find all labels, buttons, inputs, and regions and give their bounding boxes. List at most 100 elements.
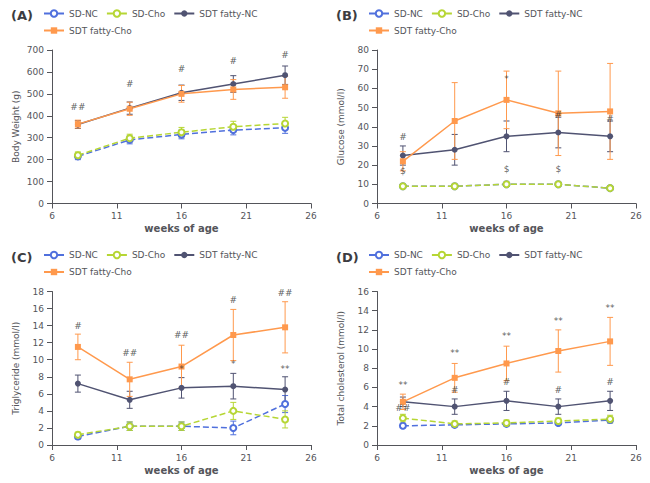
svg-text:60: 60 [358, 83, 370, 93]
svg-text:20: 20 [358, 160, 370, 170]
svg-text:SD-Cho: SD-Cho [457, 250, 491, 260]
svg-text:18: 18 [33, 287, 45, 297]
svg-text:##: ## [395, 403, 410, 413]
svg-text:14: 14 [33, 321, 45, 331]
svg-text:(D): (D) [336, 250, 359, 265]
svg-text:10: 10 [33, 355, 45, 365]
svg-text:0: 0 [363, 440, 369, 450]
svg-text:50: 50 [358, 103, 370, 113]
svg-text:##: ## [278, 288, 293, 298]
svg-text:#: # [555, 385, 563, 395]
svg-text:weeks of age: weeks of age [469, 465, 543, 476]
svg-text:21: 21 [566, 211, 577, 221]
svg-text:SD-NC: SD-NC [394, 250, 423, 260]
svg-text:*: * [231, 359, 236, 369]
svg-text:weeks of age: weeks of age [144, 223, 218, 234]
svg-text:Triglyceride (mmol/l): Triglyceride (mmol/l) [11, 322, 21, 416]
svg-text:12: 12 [33, 338, 44, 348]
svg-text:**: ** [606, 303, 616, 313]
svg-text:#: # [178, 64, 186, 74]
svg-text:**: ** [450, 348, 460, 358]
svg-text:16: 16 [358, 287, 370, 297]
svg-text:700: 700 [27, 45, 44, 55]
svg-text:Glucose (mmol/l): Glucose (mmol/l) [336, 88, 346, 165]
svg-text:*: * [179, 364, 184, 374]
svg-text:Total cholesterol (mmol/l): Total cholesterol (mmol/l) [336, 311, 346, 426]
svg-text:$: $ [555, 164, 561, 174]
svg-text:#: # [503, 377, 511, 387]
svg-text:**: ** [554, 316, 564, 326]
svg-text:SD-Cho: SD-Cho [132, 9, 166, 19]
svg-text:21: 21 [566, 453, 577, 463]
svg-text:10: 10 [358, 179, 370, 189]
svg-text:6: 6 [374, 453, 380, 463]
svg-text:16: 16 [33, 304, 45, 314]
svg-text:#: # [230, 295, 238, 305]
svg-text:8: 8 [38, 372, 44, 382]
svg-text:**: ** [398, 380, 408, 390]
svg-text:SDT fatty-Cho: SDT fatty-Cho [394, 267, 457, 277]
svg-text:100: 100 [27, 177, 44, 187]
svg-text:##: ## [122, 348, 137, 358]
svg-text:SD-Cho: SD-Cho [132, 250, 166, 260]
svg-text:16: 16 [501, 453, 513, 463]
svg-text:6: 6 [374, 211, 380, 221]
svg-text:2: 2 [363, 421, 369, 431]
svg-text:#: # [281, 50, 289, 60]
svg-text:30: 30 [358, 141, 370, 151]
svg-text:$: $ [504, 164, 510, 174]
svg-text:10: 10 [358, 344, 370, 354]
svg-text:#: # [555, 110, 563, 120]
svg-text:600: 600 [27, 67, 44, 77]
svg-text:21: 21 [241, 453, 252, 463]
svg-text:SD-Cho: SD-Cho [457, 9, 491, 19]
svg-text:16: 16 [176, 453, 188, 463]
svg-text:26: 26 [630, 453, 642, 463]
svg-text:SDT fatty-Cho: SDT fatty-Cho [69, 267, 132, 277]
svg-text:SDT fatty-NC: SDT fatty-NC [524, 250, 582, 260]
svg-text:16: 16 [501, 211, 513, 221]
svg-text:SD-NC: SD-NC [69, 9, 98, 19]
svg-text:26: 26 [305, 453, 317, 463]
svg-text:4: 4 [363, 402, 369, 412]
svg-text:#: # [451, 385, 459, 395]
svg-text:500: 500 [27, 89, 44, 99]
svg-text:11: 11 [111, 211, 122, 221]
svg-text:200: 200 [27, 155, 44, 165]
svg-text:SDT fatty-Cho: SDT fatty-Cho [394, 26, 457, 36]
svg-text:14: 14 [358, 306, 370, 316]
svg-text:(B): (B) [336, 8, 358, 23]
svg-text:0: 0 [38, 440, 44, 450]
svg-text:0: 0 [363, 199, 369, 209]
svg-text:0: 0 [38, 199, 44, 209]
svg-text:400: 400 [27, 111, 44, 121]
svg-text:70: 70 [358, 64, 370, 74]
svg-text:80: 80 [358, 45, 370, 55]
svg-text:16: 16 [176, 211, 188, 221]
svg-text:6: 6 [38, 389, 44, 399]
svg-text:$: $ [400, 166, 406, 176]
svg-text:#: # [126, 79, 134, 89]
svg-text:(A): (A) [11, 8, 33, 23]
svg-text:2: 2 [38, 423, 44, 433]
svg-text:4: 4 [38, 406, 44, 416]
svg-text:12: 12 [358, 325, 369, 335]
svg-text:11: 11 [436, 211, 447, 221]
svg-text:26: 26 [305, 211, 317, 221]
svg-text:11: 11 [436, 453, 447, 463]
svg-text:SDT fatty-NC: SDT fatty-NC [524, 9, 582, 19]
svg-text:#: # [399, 132, 407, 142]
svg-text:SDT fatty-NC: SDT fatty-NC [199, 250, 257, 260]
svg-text:SD-NC: SD-NC [69, 250, 98, 260]
svg-text:#: # [606, 377, 614, 387]
svg-text:*: * [504, 74, 509, 84]
svg-text:6: 6 [363, 382, 369, 392]
svg-text:SD-NC: SD-NC [394, 9, 423, 19]
svg-text:#: # [74, 321, 82, 331]
svg-text:21: 21 [241, 211, 252, 221]
svg-text:Body Weight (g): Body Weight (g) [11, 90, 21, 163]
svg-text:26: 26 [630, 211, 642, 221]
svg-text:300: 300 [27, 133, 44, 143]
svg-text:11: 11 [111, 453, 122, 463]
svg-text:##: ## [70, 102, 85, 112]
